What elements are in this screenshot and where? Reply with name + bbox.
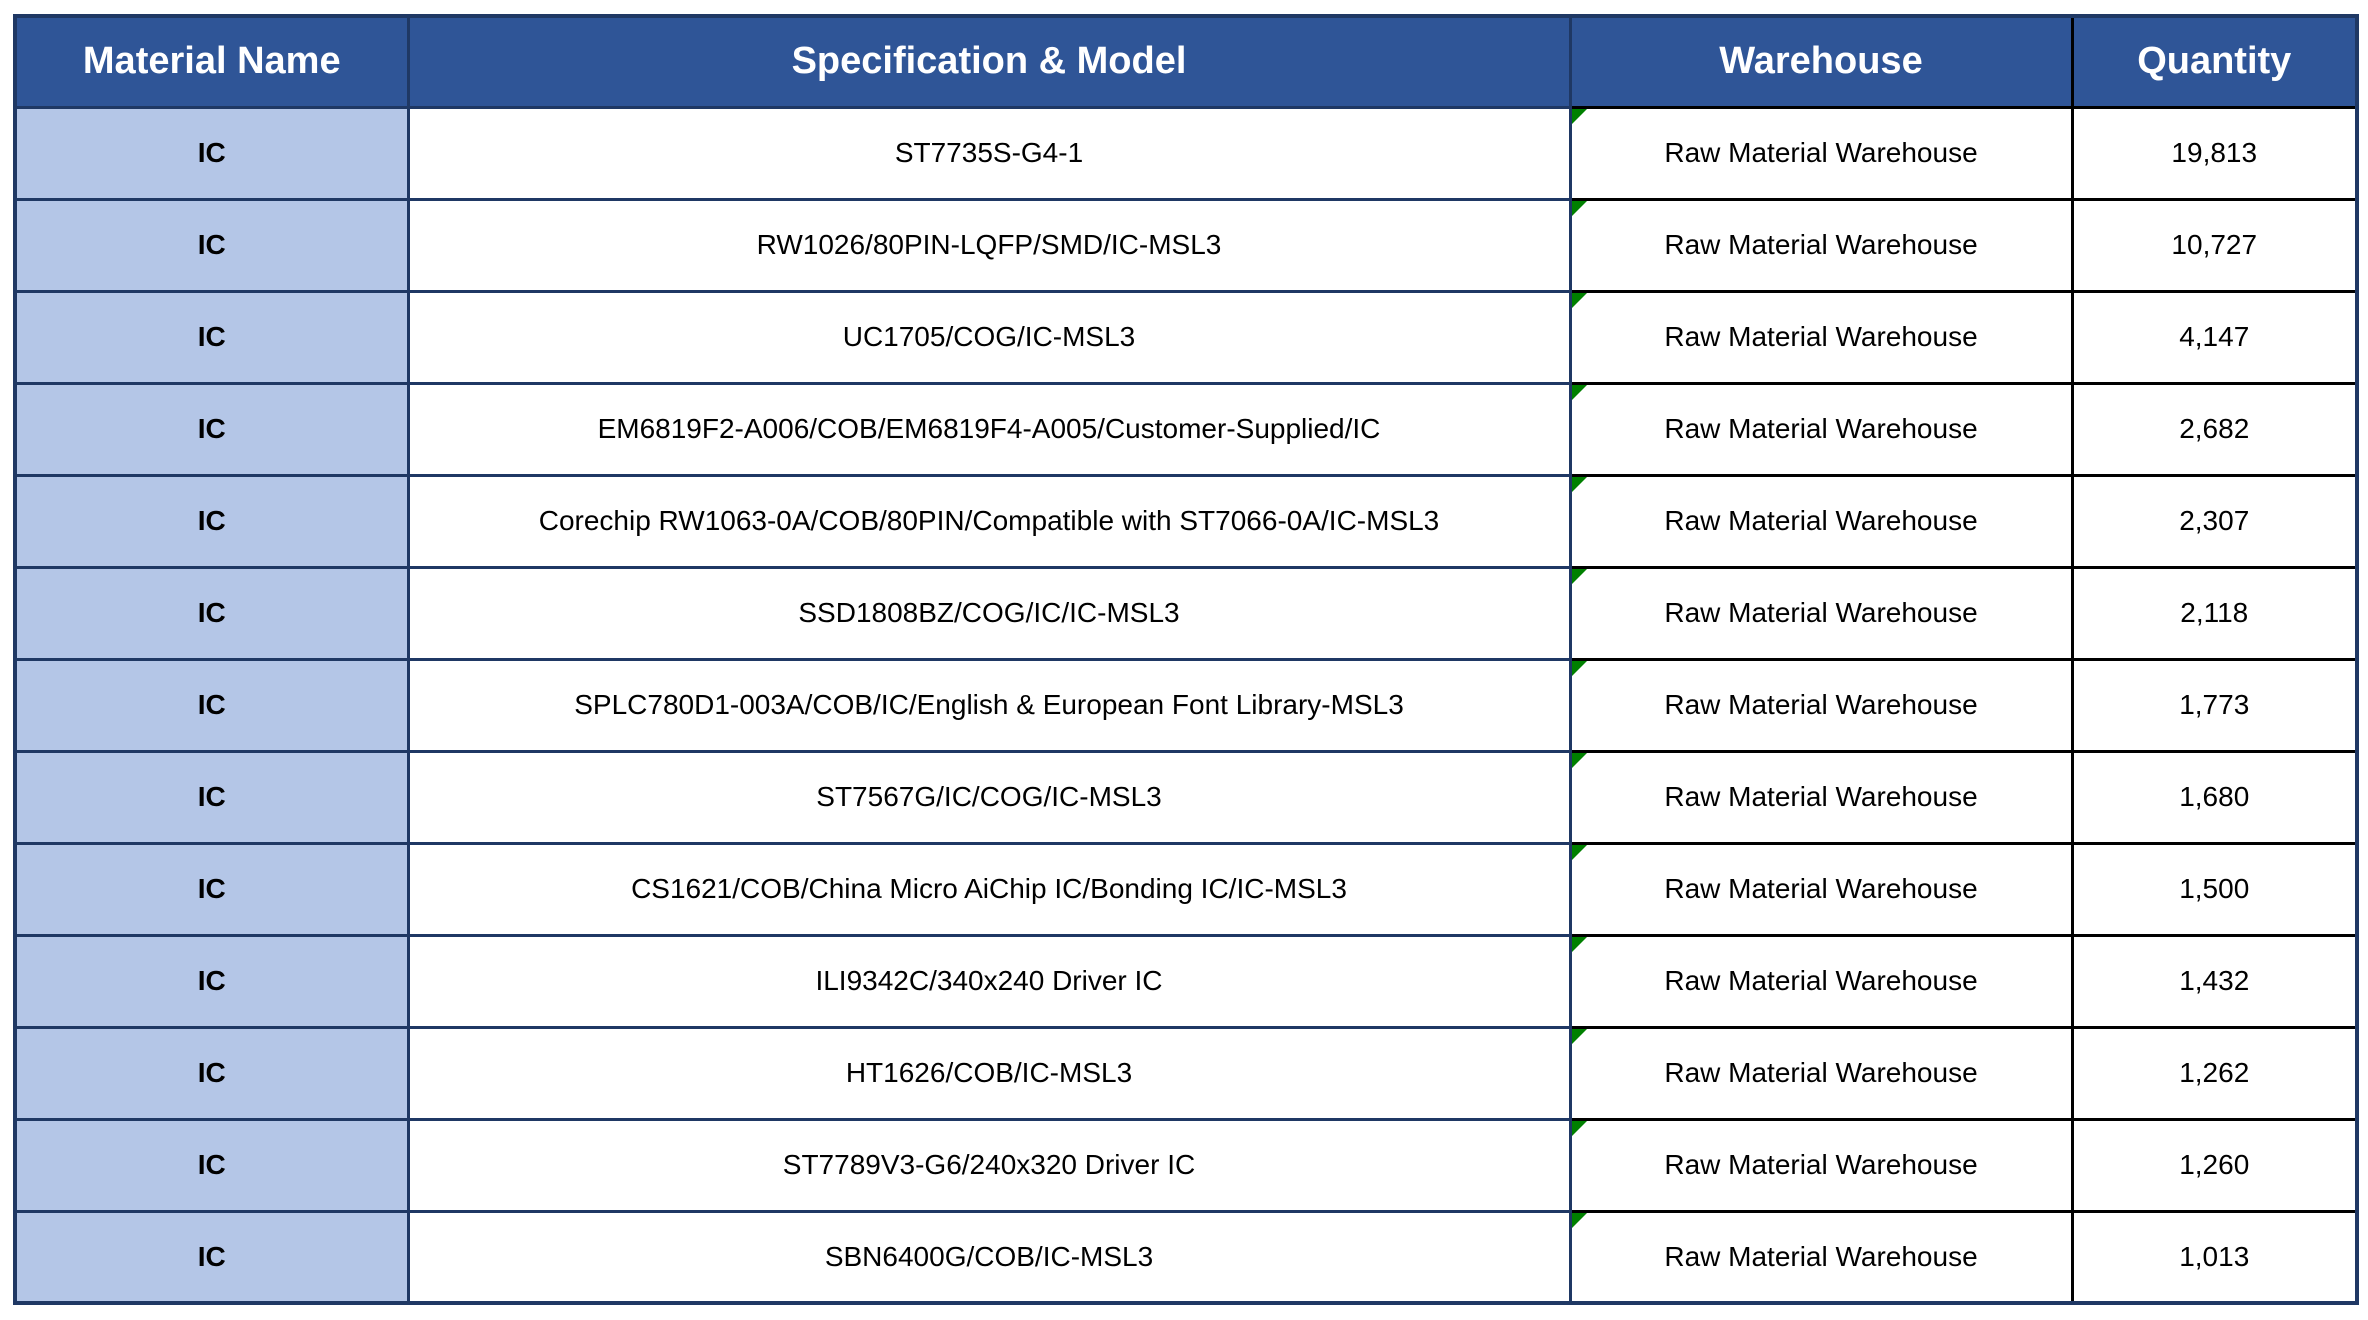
material-name-cell[interactable]: IC	[13, 657, 410, 753]
table-row: IC RW1026/80PIN-LQFP/SMD/IC-MSL3 Raw Mat…	[13, 197, 2359, 293]
material-name-cell[interactable]: IC	[13, 473, 410, 569]
error-check-flag-icon	[1573, 754, 1587, 768]
spec-model-cell[interactable]: RW1026/80PIN-LQFP/SMD/IC-MSL3	[406, 197, 1572, 293]
error-check-flag-icon	[1573, 662, 1587, 676]
quantity-cell[interactable]: 1,500	[2070, 841, 2359, 937]
material-name-cell[interactable]: IC	[13, 1209, 410, 1305]
spec-model-cell[interactable]: ILI9342C/340x240 Driver IC	[406, 933, 1572, 1029]
material-name-cell[interactable]: IC	[13, 841, 410, 937]
error-check-flag-icon	[1573, 846, 1587, 860]
spec-model-cell[interactable]: SSD1808BZ/COG/IC/IC-MSL3	[406, 565, 1572, 661]
quantity-cell[interactable]: 1,260	[2070, 1117, 2359, 1213]
table-row: IC EM6819F2-A006/COB/EM6819F4-A005/Custo…	[13, 381, 2359, 477]
warehouse-cell[interactable]: Raw Material Warehouse	[1568, 1209, 2074, 1305]
quantity-cell[interactable]: 1,680	[2070, 749, 2359, 845]
warehouse-cell[interactable]: Raw Material Warehouse	[1568, 657, 2074, 753]
warehouse-cell[interactable]: Raw Material Warehouse	[1568, 197, 2074, 293]
warehouse-cell[interactable]: Raw Material Warehouse	[1568, 473, 2074, 569]
table-row: IC UC1705/COG/IC-MSL3 Raw Material Wareh…	[13, 289, 2359, 385]
warehouse-cell-label: Raw Material Warehouse	[1664, 229, 1978, 260]
warehouse-cell-label: Raw Material Warehouse	[1664, 873, 1978, 904]
quantity-cell[interactable]: 2,118	[2070, 565, 2359, 661]
material-name-cell[interactable]: IC	[13, 1025, 410, 1121]
table-body: IC ST7735S-G4-1 Raw Material Warehouse 1…	[13, 105, 2359, 1305]
material-name-cell[interactable]: IC	[13, 1117, 410, 1213]
table-row: IC HT1626/COB/IC-MSL3 Raw Material Wareh…	[13, 1025, 2359, 1121]
spec-model-cell[interactable]: EM6819F2-A006/COB/EM6819F4-A005/Customer…	[406, 381, 1572, 477]
error-check-flag-icon	[1573, 478, 1587, 492]
spec-model-cell[interactable]: Corechip RW1063-0A/COB/80PIN/Compatible …	[406, 473, 1572, 569]
warehouse-cell[interactable]: Raw Material Warehouse	[1568, 1117, 2074, 1213]
material-name-cell[interactable]: IC	[13, 381, 410, 477]
error-check-flag-icon	[1573, 1214, 1587, 1228]
header-quantity[interactable]: Quantity	[2070, 14, 2359, 109]
material-name-cell[interactable]: IC	[13, 565, 410, 661]
warehouse-cell[interactable]: Raw Material Warehouse	[1568, 289, 2074, 385]
warehouse-cell-label: Raw Material Warehouse	[1664, 1240, 1978, 1272]
error-check-flag-icon	[1573, 110, 1587, 124]
quantity-cell[interactable]: 1,013	[2070, 1209, 2359, 1305]
error-check-flag-icon	[1573, 1030, 1587, 1044]
warehouse-cell[interactable]: Raw Material Warehouse	[1568, 1025, 2074, 1121]
warehouse-cell[interactable]: Raw Material Warehouse	[1568, 381, 2074, 477]
spec-model-cell[interactable]: HT1626/COB/IC-MSL3	[406, 1025, 1572, 1121]
table-row: IC ILI9342C/340x240 Driver IC Raw Materi…	[13, 933, 2359, 1029]
material-name-cell[interactable]: IC	[13, 749, 410, 845]
warehouse-cell-label: Raw Material Warehouse	[1664, 137, 1978, 168]
warehouse-cell-label: Raw Material Warehouse	[1664, 597, 1978, 628]
quantity-cell[interactable]: 2,307	[2070, 473, 2359, 569]
table-row: IC CS1621/COB/China Micro AiChip IC/Bond…	[13, 841, 2359, 937]
header-specification-model[interactable]: Specification & Model	[406, 14, 1572, 109]
quantity-cell[interactable]: 1,432	[2070, 933, 2359, 1029]
table-row: IC SBN6400G/COB/IC-MSL3 Raw Material War…	[13, 1209, 2359, 1305]
material-name-cell[interactable]: IC	[13, 933, 410, 1029]
header-row: Material Name Specification & Model Ware…	[13, 14, 2359, 109]
material-name-cell[interactable]: IC	[13, 197, 410, 293]
table-row: IC ST7567G/IC/COG/IC-MSL3 Raw Material W…	[13, 749, 2359, 845]
warehouse-cell-label: Raw Material Warehouse	[1664, 1149, 1978, 1180]
warehouse-cell-label: Raw Material Warehouse	[1664, 413, 1978, 444]
quantity-cell[interactable]: 19,813	[2070, 105, 2359, 201]
spec-model-cell[interactable]: UC1705/COG/IC-MSL3	[406, 289, 1572, 385]
error-check-flag-icon	[1573, 386, 1587, 400]
quantity-cell[interactable]: 1,773	[2070, 657, 2359, 753]
table-row: IC SSD1808BZ/COG/IC/IC-MSL3 Raw Material…	[13, 565, 2359, 661]
error-check-flag-icon	[1573, 938, 1587, 952]
error-check-flag-icon	[1573, 294, 1587, 308]
error-check-flag-icon	[1573, 570, 1587, 584]
table-row: IC Corechip RW1063-0A/COB/80PIN/Compatib…	[13, 473, 2359, 569]
quantity-cell[interactable]: 4,147	[2070, 289, 2359, 385]
material-name-cell[interactable]: IC	[13, 105, 410, 201]
spec-model-cell[interactable]: SPLC780D1-003A/COB/IC/English & European…	[406, 657, 1572, 753]
error-check-flag-icon	[1573, 1122, 1587, 1136]
material-name-cell[interactable]: IC	[13, 289, 410, 385]
warehouse-cell-label: Raw Material Warehouse	[1664, 1057, 1978, 1088]
header-warehouse[interactable]: Warehouse	[1568, 14, 2074, 109]
table-row: IC ST7735S-G4-1 Raw Material Warehouse 1…	[13, 105, 2359, 201]
error-check-flag-icon	[1573, 202, 1587, 216]
warehouse-cell[interactable]: Raw Material Warehouse	[1568, 841, 2074, 937]
warehouse-cell-label: Raw Material Warehouse	[1664, 781, 1978, 812]
spec-model-cell[interactable]: ST7789V3-G6/240x320 Driver IC	[406, 1117, 1572, 1213]
spec-model-cell[interactable]: ST7735S-G4-1	[406, 105, 1572, 201]
spec-model-cell[interactable]: ST7567G/IC/COG/IC-MSL3	[406, 749, 1572, 845]
table-row: IC ST7789V3-G6/240x320 Driver IC Raw Mat…	[13, 1117, 2359, 1213]
spec-model-cell[interactable]: SBN6400G/COB/IC-MSL3	[406, 1209, 1572, 1305]
warehouse-cell-label: Raw Material Warehouse	[1664, 321, 1978, 352]
warehouse-cell-label: Raw Material Warehouse	[1664, 689, 1978, 720]
spec-model-cell[interactable]: CS1621/COB/China Micro AiChip IC/Bonding…	[406, 841, 1572, 937]
table-row: IC SPLC780D1-003A/COB/IC/English & Europ…	[13, 657, 2359, 753]
warehouse-cell-label: Raw Material Warehouse	[1664, 965, 1978, 996]
inventory-table: Material Name Specification & Model Ware…	[13, 14, 2359, 1305]
warehouse-cell[interactable]: Raw Material Warehouse	[1568, 105, 2074, 201]
warehouse-cell[interactable]: Raw Material Warehouse	[1568, 749, 2074, 845]
quantity-cell[interactable]: 2,682	[2070, 381, 2359, 477]
quantity-cell[interactable]: 10,727	[2070, 197, 2359, 293]
warehouse-cell[interactable]: Raw Material Warehouse	[1568, 933, 2074, 1029]
header-material-name[interactable]: Material Name	[13, 14, 410, 109]
quantity-cell[interactable]: 1,262	[2070, 1025, 2359, 1121]
warehouse-cell[interactable]: Raw Material Warehouse	[1568, 565, 2074, 661]
warehouse-cell-label: Raw Material Warehouse	[1664, 505, 1978, 536]
